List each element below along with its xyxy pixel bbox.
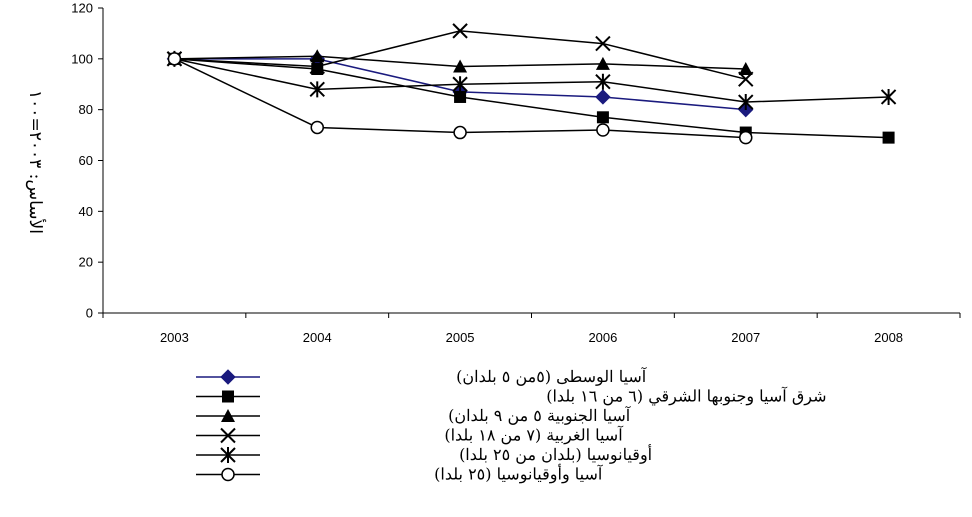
x-tick-label: 2003 (160, 330, 189, 345)
data-point (309, 81, 325, 98)
y-tick-label: 120 (71, 1, 93, 16)
x-tick-label: 2007 (731, 330, 760, 345)
data-point (595, 56, 610, 70)
y-tick-label: 100 (71, 51, 93, 66)
data-point (453, 59, 468, 73)
x-tick-label: 2005 (446, 330, 475, 345)
legend-marker (220, 427, 236, 444)
series-layer (166, 23, 897, 145)
legend-item: آسيا الغربية (٧ من ١٨ بلدا) (196, 425, 624, 445)
legend-marker (222, 390, 234, 403)
data-point (880, 88, 897, 105)
legend-item: أوقيانوسيا (بلدان من ٢٥ بلدا) (196, 444, 652, 464)
legend-label: شرق آسيا وجنوبها الشرقي (٦ من ١٦ بلدا) (546, 386, 826, 406)
data-point (738, 71, 754, 87)
legend: آسيا الوسطى (٥من ٥ بلدان)شرق آسيا وجنوبه… (196, 366, 826, 484)
series-triangle (167, 49, 753, 75)
legend-marker (220, 447, 236, 463)
data-point (167, 52, 182, 66)
data-point (310, 120, 324, 135)
x-tick-label: 2008 (874, 330, 903, 345)
data-point (454, 90, 467, 103)
series-line (174, 58, 889, 103)
series-square (168, 52, 895, 144)
data-point (738, 94, 754, 111)
legend-marker (221, 467, 235, 482)
data-point (738, 62, 753, 75)
data-point (595, 73, 611, 90)
data-point (310, 49, 325, 63)
data-point (596, 123, 610, 137)
y-tick-label: 20 (79, 255, 93, 270)
legend-label: آسيا الغربية (٧ من ١٨ بلدا) (444, 425, 624, 445)
data-point (452, 23, 468, 39)
legend-item: آسيا وأوقيانوسيا (٢٥ بلدا) (196, 464, 604, 484)
series-circle (167, 52, 753, 145)
legend-item: آسيا الجنوبية ٥ من ٩ بلدان) (196, 405, 632, 425)
data-point (596, 111, 609, 124)
x-tick-label: 2004 (303, 330, 332, 345)
data-point (452, 76, 468, 93)
y-tick-label: 60 (79, 153, 93, 168)
y-axis-label: الأساس: ٢٠٠٣=١٠٠ (25, 90, 46, 234)
legend-label: آسيا الوسطى (٥من ٥ بلدان) (456, 366, 648, 386)
data-point (882, 131, 895, 144)
data-point (739, 130, 753, 145)
x-tick-label: 2006 (588, 330, 617, 345)
legend-item: شرق آسيا وجنوبها الشرقي (٦ من ١٦ بلدا) (196, 386, 826, 406)
legend-label: آسيا الجنوبية ٥ من ٩ بلدان) (448, 405, 632, 425)
legend-label: أوقيانوسيا (بلدان من ٢٥ بلدا) (459, 444, 652, 464)
data-point (595, 89, 611, 105)
legend-item: آسيا الوسطى (٥من ٥ بلدان) (196, 366, 648, 386)
y-tick-label: 0 (86, 306, 93, 321)
series-star (166, 50, 897, 111)
y-tick-label: 40 (79, 204, 93, 219)
y-tick-label: 80 (79, 102, 93, 117)
axes: 0 20 40 60 80 100 120 2003 2004 2005 2006 2007 2008 (71, 1, 961, 345)
data-point (453, 125, 467, 140)
data-point (309, 58, 325, 75)
data-point (595, 35, 611, 52)
series-line (174, 58, 889, 139)
legend-label: آسيا وأوقيانوسيا (٢٥ بلدا) (434, 464, 604, 484)
legend-marker (220, 369, 236, 385)
legend-marker (221, 409, 235, 422)
